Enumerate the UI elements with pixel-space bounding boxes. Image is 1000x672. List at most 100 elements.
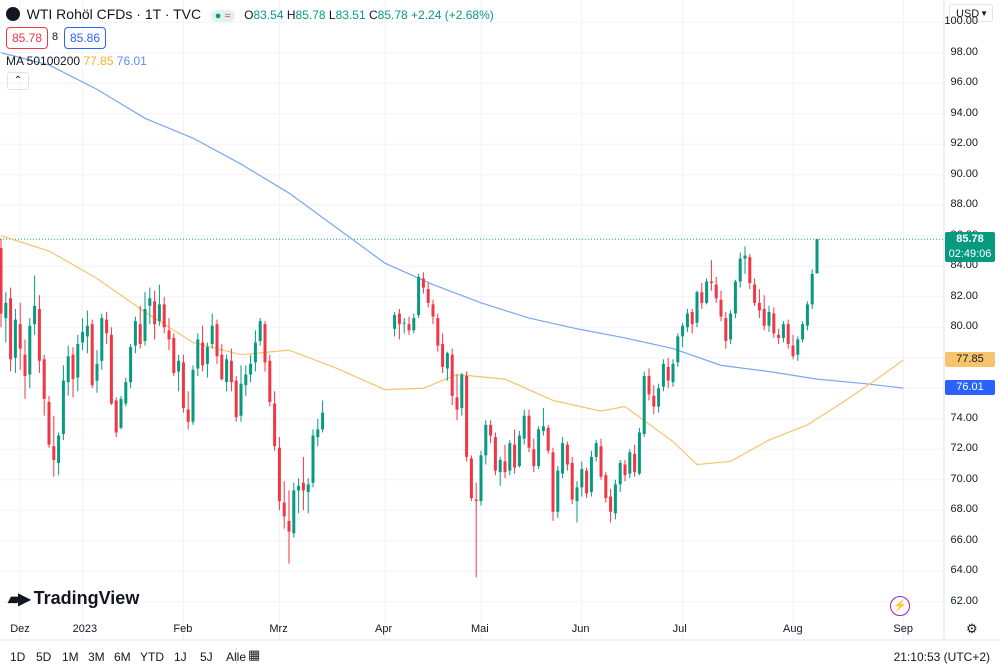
candle — [532, 438, 536, 473]
candle — [148, 287, 152, 325]
candle-body — [191, 369, 195, 422]
candle — [162, 296, 166, 334]
candle-body — [633, 453, 637, 473]
candle — [133, 316, 137, 354]
candle-body — [205, 347, 209, 364]
candle-body — [484, 424, 488, 456]
candle-body — [95, 363, 99, 381]
candle-body — [162, 304, 166, 328]
candle-body — [4, 302, 8, 319]
candle — [114, 397, 118, 438]
timeframe-3m[interactable]: 3M — [88, 650, 105, 664]
candle-body — [61, 380, 65, 434]
market-status-icon[interactable]: ● ≈ — [210, 10, 235, 22]
candle-body — [436, 318, 440, 346]
settings-gear-icon[interactable]: ⚙ — [966, 621, 978, 636]
ask-button[interactable]: 85.86 — [64, 27, 107, 49]
tradingview-logo[interactable]: ▰▶ TradingView — [8, 588, 139, 609]
candle — [421, 272, 425, 294]
ma-50-value: 77.85 — [83, 54, 114, 68]
symbol-title[interactable]: WTI Rohöl CFDs · 1T · TVC — [26, 6, 202, 22]
candle-body — [690, 312, 694, 325]
ma-200-price-label: 76.01 — [945, 380, 995, 396]
candle — [301, 456, 305, 511]
candle — [397, 308, 401, 340]
candle — [493, 432, 497, 476]
candle-body — [455, 397, 459, 410]
candle-body — [124, 382, 128, 404]
candle — [604, 472, 608, 503]
open-value: 83.54 — [253, 8, 284, 22]
candle-body — [85, 325, 89, 337]
candle-body — [609, 496, 613, 512]
timeframe-1j[interactable]: 1J — [174, 650, 187, 664]
candle — [671, 359, 675, 387]
chart-grid — [0, 0, 944, 640]
candle — [287, 490, 291, 564]
bid-button[interactable]: 85.78 — [6, 27, 49, 49]
candle — [570, 456, 574, 505]
candle — [234, 376, 238, 422]
candle-body — [229, 360, 233, 383]
timeframe-1m[interactable]: 1M — [62, 650, 79, 664]
candle — [268, 354, 272, 407]
timeframe-1d[interactable]: 1D — [10, 650, 26, 664]
candle — [407, 316, 411, 335]
candle-body — [282, 502, 286, 517]
close-label: C — [368, 8, 378, 22]
last-price-label: 85.78 02:49:06 — [945, 232, 995, 263]
collapse-legend-button[interactable]: ⌃ — [7, 72, 29, 90]
candle-body — [618, 462, 622, 485]
candle-body — [517, 435, 521, 467]
candle — [47, 395, 51, 448]
candle — [791, 334, 795, 360]
candle-body — [532, 449, 536, 467]
candle — [762, 295, 766, 331]
candle-body — [268, 360, 272, 402]
ma-legend[interactable]: MA 50100200 77.85 76.01 — [6, 54, 147, 68]
lightning-icon[interactable]: ⚡ — [890, 596, 910, 616]
candle — [541, 408, 545, 436]
currency-select[interactable]: USD ▼ — [949, 4, 993, 22]
low-label: L — [328, 8, 336, 22]
candle — [815, 239, 819, 274]
candle-body — [489, 424, 493, 436]
candle — [508, 440, 512, 476]
candle-body — [263, 324, 267, 363]
candle-body — [143, 308, 147, 341]
candle — [201, 325, 205, 372]
time-tick: Aug — [783, 623, 803, 635]
candle — [618, 459, 622, 492]
candle-body — [33, 305, 37, 325]
candle — [393, 312, 397, 337]
ma-50-price-label: 77.85 — [945, 352, 995, 368]
candle — [503, 444, 507, 479]
candle-body — [743, 255, 747, 259]
candle — [599, 438, 603, 480]
timeframe-5d[interactable]: 5D — [36, 650, 52, 664]
timeframe-6m[interactable]: 6M — [114, 650, 131, 664]
candle — [220, 344, 224, 381]
calendar-icon[interactable]: ▦ — [248, 647, 261, 662]
candle — [292, 482, 296, 538]
timeframe-ytd[interactable]: YTD — [140, 650, 164, 664]
candle — [714, 276, 718, 303]
clock[interactable]: 21:10:53 (UTC+2) — [893, 650, 990, 664]
timeframe-5j[interactable]: 5J — [200, 650, 213, 664]
candle-body — [249, 363, 253, 375]
candle-body — [709, 281, 713, 284]
candle — [709, 260, 713, 291]
candle-body — [109, 334, 113, 404]
price-tick: 68.00 — [950, 503, 978, 516]
candle-body — [522, 415, 526, 439]
candle — [628, 449, 632, 479]
candle — [13, 308, 17, 373]
candle-body — [666, 366, 670, 381]
delay-icon: ≈ — [224, 10, 231, 22]
candle — [277, 437, 281, 511]
chevron-up-icon: ⌃ — [13, 75, 23, 86]
candle-body — [762, 308, 766, 326]
currency-value: USD — [956, 8, 980, 20]
candle-body — [28, 325, 32, 375]
